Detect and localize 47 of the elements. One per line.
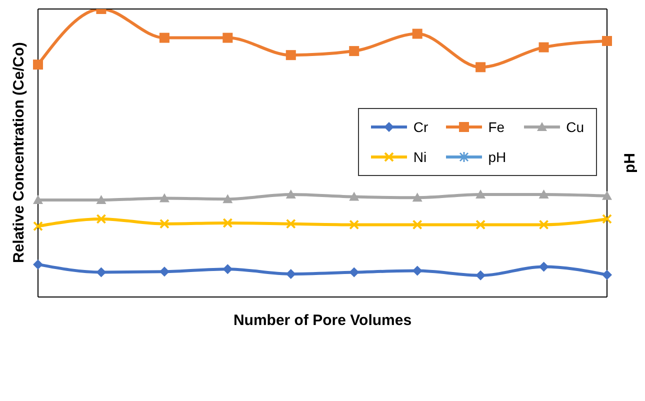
- point: [602, 214, 612, 224]
- point: [222, 218, 233, 228]
- point: [33, 259, 43, 270]
- point: [602, 36, 612, 46]
- point: [349, 46, 360, 56]
- point: [159, 193, 170, 202]
- legend-label: Cu: [566, 119, 584, 135]
- point: [412, 220, 422, 230]
- y2-axis-title: pH: [621, 153, 638, 173]
- point: [476, 270, 486, 280]
- point: [349, 267, 360, 278]
- point: [222, 194, 233, 204]
- point: [159, 218, 170, 229]
- point: [286, 268, 296, 279]
- y-axis-title: Relative Concentration (Ce/Co): [10, 42, 28, 263]
- point: [159, 32, 170, 43]
- legend-label: Cr: [413, 119, 428, 135]
- x-axis-title: Number of Pore Volumes: [233, 312, 412, 329]
- point: [349, 192, 360, 201]
- point: [538, 42, 549, 52]
- point: [286, 50, 296, 60]
- point: [33, 194, 43, 204]
- point: [96, 267, 106, 278]
- legend-label: Fe: [488, 119, 505, 135]
- point: [222, 264, 233, 274]
- point: [476, 189, 486, 198]
- point: [412, 266, 422, 276]
- point: [159, 266, 170, 277]
- point: [96, 214, 106, 224]
- point: [602, 190, 612, 200]
- point: [476, 62, 486, 72]
- point: [538, 220, 549, 230]
- point: [96, 194, 106, 204]
- point: [412, 192, 422, 202]
- point: [476, 220, 486, 230]
- legend-label: Ni: [413, 149, 427, 165]
- point: [538, 189, 549, 198]
- point: [349, 220, 360, 230]
- point: [412, 28, 422, 39]
- point: [286, 218, 296, 229]
- point: [538, 262, 549, 272]
- point: [286, 189, 296, 198]
- point: [33, 221, 43, 232]
- point: [222, 32, 233, 43]
- point: [602, 270, 612, 280]
- point: [33, 60, 43, 70]
- legend-label: pH: [488, 149, 506, 165]
